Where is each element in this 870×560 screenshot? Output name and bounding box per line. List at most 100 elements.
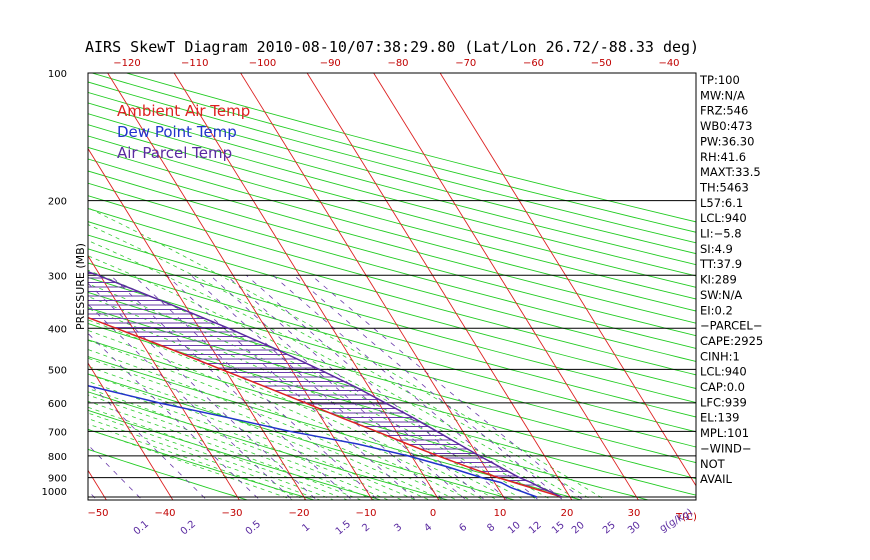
moist-adiabat — [88, 357, 444, 500]
mixing-ratio-tick-label: 30 — [626, 520, 643, 537]
moist-adiabat — [88, 400, 363, 500]
dry-adiabat — [88, 373, 517, 500]
dry-adiabat — [88, 307, 696, 480]
index-entry: TH:5463 — [699, 180, 749, 194]
top-temp-tick-label: −110 — [181, 58, 208, 69]
index-entry: LCL:940 — [700, 365, 747, 379]
index-entry: MAXT:33.5 — [700, 165, 761, 179]
dry-adiabat — [88, 170, 696, 337]
index-entry: CAP:0.0 — [700, 380, 745, 394]
mixing-ratio-line — [166, 275, 417, 500]
index-entry: SI:4.9 — [700, 242, 733, 256]
legend-item: Air Parcel Temp — [117, 144, 232, 162]
pressure-tick-label: 1000 — [42, 487, 67, 498]
index-entry: MPL:101 — [700, 426, 749, 440]
dry-adiabat — [88, 113, 696, 277]
bottom-temp-tick-label: 10 — [494, 508, 507, 519]
dry-adiabat — [88, 448, 249, 500]
dry-adiabat — [88, 339, 651, 500]
top-temp-tick-label: −70 — [455, 58, 476, 69]
isotherm — [240, 73, 506, 500]
index-entry: RH:41.6 — [700, 150, 746, 164]
bottom-temp-tick-label: −20 — [288, 508, 309, 519]
series-dew-point-temp — [88, 384, 538, 498]
mixing-ratio-tick-label: 25 — [601, 520, 618, 537]
y-axis-label: PRESSURE (MB) — [74, 243, 87, 330]
isotherm — [88, 255, 240, 500]
dry-adiabat — [88, 234, 696, 404]
mixing-ratio-line — [246, 274, 509, 500]
series-ambient-air-temp — [88, 316, 563, 498]
dry-adiabat — [88, 221, 696, 389]
dry-adiabat — [88, 323, 696, 496]
index-entry: TP:100 — [699, 73, 740, 87]
dry-adiabat — [88, 182, 696, 349]
pressure-tick-label: 600 — [48, 399, 67, 410]
pressure-tick-label: 500 — [48, 365, 67, 376]
index-entry: FRZ:546 — [700, 104, 748, 118]
chart-title: AIRS SkewT Diagram 2010-08-10/07:38:29.8… — [85, 38, 699, 56]
index-entry: L57:6.1 — [700, 196, 743, 210]
bottom-temp-tick-label: −40 — [154, 508, 175, 519]
dry-adiabat — [88, 124, 696, 288]
moist-adiabat — [88, 207, 607, 500]
dry-adiabat — [88, 146, 696, 312]
isotherm — [88, 147, 307, 500]
isotherm — [0, 54, 44, 506]
moist-adiabat — [88, 329, 485, 500]
moist-adiabat — [88, 349, 458, 500]
isotherm — [173, 73, 440, 500]
mixing-ratio-tick-label: 0.5 — [244, 519, 263, 538]
mixing-ratio-tick-label: 8 — [485, 522, 497, 535]
top-temp-tick-label: −120 — [113, 58, 140, 69]
mixing-ratio-line — [209, 275, 467, 500]
pressure-tick-label: 200 — [48, 197, 67, 208]
bottom-temp-tick-label: −50 — [87, 508, 108, 519]
bottom-temp-tick-label: 20 — [561, 508, 574, 519]
moist-adiabat — [88, 339, 472, 500]
series-air-parcel-temp — [88, 270, 563, 498]
mixing-ratio-tick-label: 12 — [527, 520, 544, 537]
moist-adiabat — [88, 283, 539, 500]
top-temp-tick-label: −40 — [658, 58, 679, 69]
pressure-tick-label: 800 — [48, 452, 67, 463]
index-entry: AVAIL — [700, 472, 733, 486]
legend: Ambient Air Temp Dew Point Temp Air Parcel… — [117, 102, 250, 162]
bottom-temp-tick-label: −30 — [221, 508, 242, 519]
pressure-tick-label: 700 — [48, 427, 67, 438]
moist-adiabat — [88, 319, 499, 500]
isotherm — [373, 73, 639, 500]
dry-adiabat — [88, 391, 450, 500]
moist-adiabat — [88, 406, 349, 500]
moist-adiabat — [88, 428, 295, 500]
moist-adiabat — [88, 394, 376, 500]
moist-adiabat — [88, 255, 566, 500]
mixing-ratio-line — [293, 274, 564, 500]
mixing-ratio-tick-label: 6 — [457, 522, 469, 535]
mixing-ratio-line — [110, 275, 353, 500]
profile-series — [88, 270, 563, 498]
index-entry: CAPE:2925 — [700, 334, 763, 348]
index-entry: EI:0.2 — [700, 303, 733, 317]
temp-unit-label: T(C) — [675, 512, 697, 523]
mixing-ratio-tick-label: 0.1 — [132, 519, 151, 538]
mixing-ratio-line — [133, 275, 379, 500]
top-temp-tick-label: −60 — [523, 58, 544, 69]
cape-hatching — [88, 273, 546, 490]
bottom-temp-tick-label: −10 — [355, 508, 376, 519]
index-entry: SW:N/A — [700, 288, 742, 302]
mixing-ratio-tick-label: 3 — [392, 522, 404, 535]
plot-frame — [87, 72, 697, 501]
mixing-ratio-line — [88, 490, 98, 500]
index-entry: −PARCEL− — [700, 319, 762, 333]
mixing-ratio-tick-label: 20 — [570, 520, 587, 537]
dry-adiabat — [88, 409, 383, 500]
index-entry: −WIND− — [700, 441, 752, 455]
mixing-ratio-tick-label: 1.5 — [334, 519, 353, 538]
index-entry: LFC:939 — [700, 395, 747, 409]
index-entry: MW:N/A — [700, 88, 745, 102]
dry-adiabat — [88, 277, 696, 448]
legend-item: Dew Point Temp — [117, 123, 237, 141]
